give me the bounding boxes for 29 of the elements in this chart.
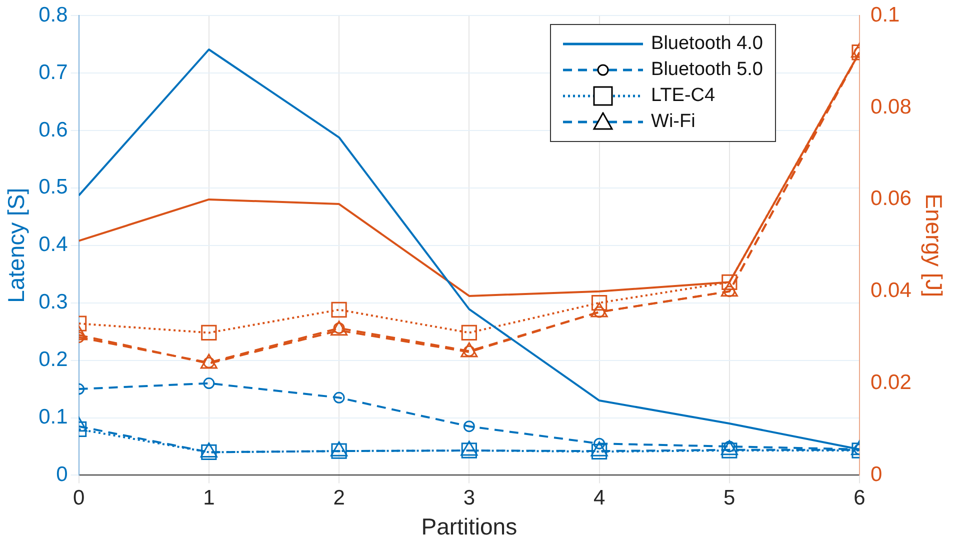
x-axis-title: Partitions <box>421 514 518 540</box>
y2-tick-label: 0.1 <box>870 3 900 26</box>
x-tick-label: 2 <box>333 486 345 510</box>
y2-tick-label: 0.06 <box>870 187 912 210</box>
y2-tick-label: 0.08 <box>870 95 912 118</box>
legend-label: LTE-C4 <box>651 85 716 107</box>
y-tick-label: 0.8 <box>38 3 68 26</box>
y-tick-label: 0.5 <box>38 176 68 199</box>
y-tick-label: 0.6 <box>38 118 68 142</box>
y-axis-title: Latency [S] <box>3 188 30 303</box>
y-tick-label: 0.7 <box>38 60 68 84</box>
x-tick-label: 1 <box>203 486 215 510</box>
x-tick-label: 6 <box>854 486 866 510</box>
y2-axis-title: Energy [J] <box>920 194 947 298</box>
y2-tick-label: 0.02 <box>870 371 912 394</box>
y-tick-label: 0.1 <box>38 406 68 429</box>
y2-tick-label: 0 <box>870 462 882 486</box>
legend-label: Wi-Fi <box>651 111 696 133</box>
legend-label: Bluetooth 5.0 <box>651 59 763 81</box>
x-tick-label: 4 <box>593 486 606 510</box>
x-tick-label: 5 <box>724 486 736 510</box>
y-tick-label: 0.2 <box>38 348 68 372</box>
y2-tick-label: 0.04 <box>870 279 912 302</box>
y-tick-label: 0 <box>56 462 68 486</box>
x-tick-label: 0 <box>72 486 85 510</box>
y-tick-label: 0.4 <box>38 233 68 256</box>
y-tick-label: 0.3 <box>38 290 68 314</box>
legend-label: Bluetooth 4.0 <box>651 33 763 55</box>
x-tick-label: 3 <box>463 486 476 510</box>
